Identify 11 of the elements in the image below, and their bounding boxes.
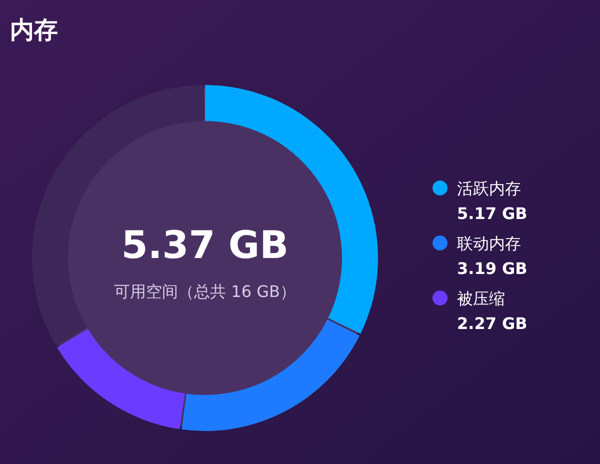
text: 可用空间（总共 16 GB）	[114, 282, 296, 301]
data-label: 3.19 GB	[457, 259, 528, 278]
data-label: 2.27 GB	[457, 314, 528, 333]
donut-slice	[182, 319, 360, 431]
legend-label: 联动内存	[457, 234, 521, 253]
data-label: 5.17 GB	[457, 204, 528, 223]
legend-label: 活跃内存	[457, 179, 521, 198]
chart-title: 内存	[10, 16, 58, 44]
text: 5.37 GB	[121, 223, 289, 267]
legend-label: 被压缩	[457, 289, 505, 308]
donut-slice	[56, 328, 185, 430]
